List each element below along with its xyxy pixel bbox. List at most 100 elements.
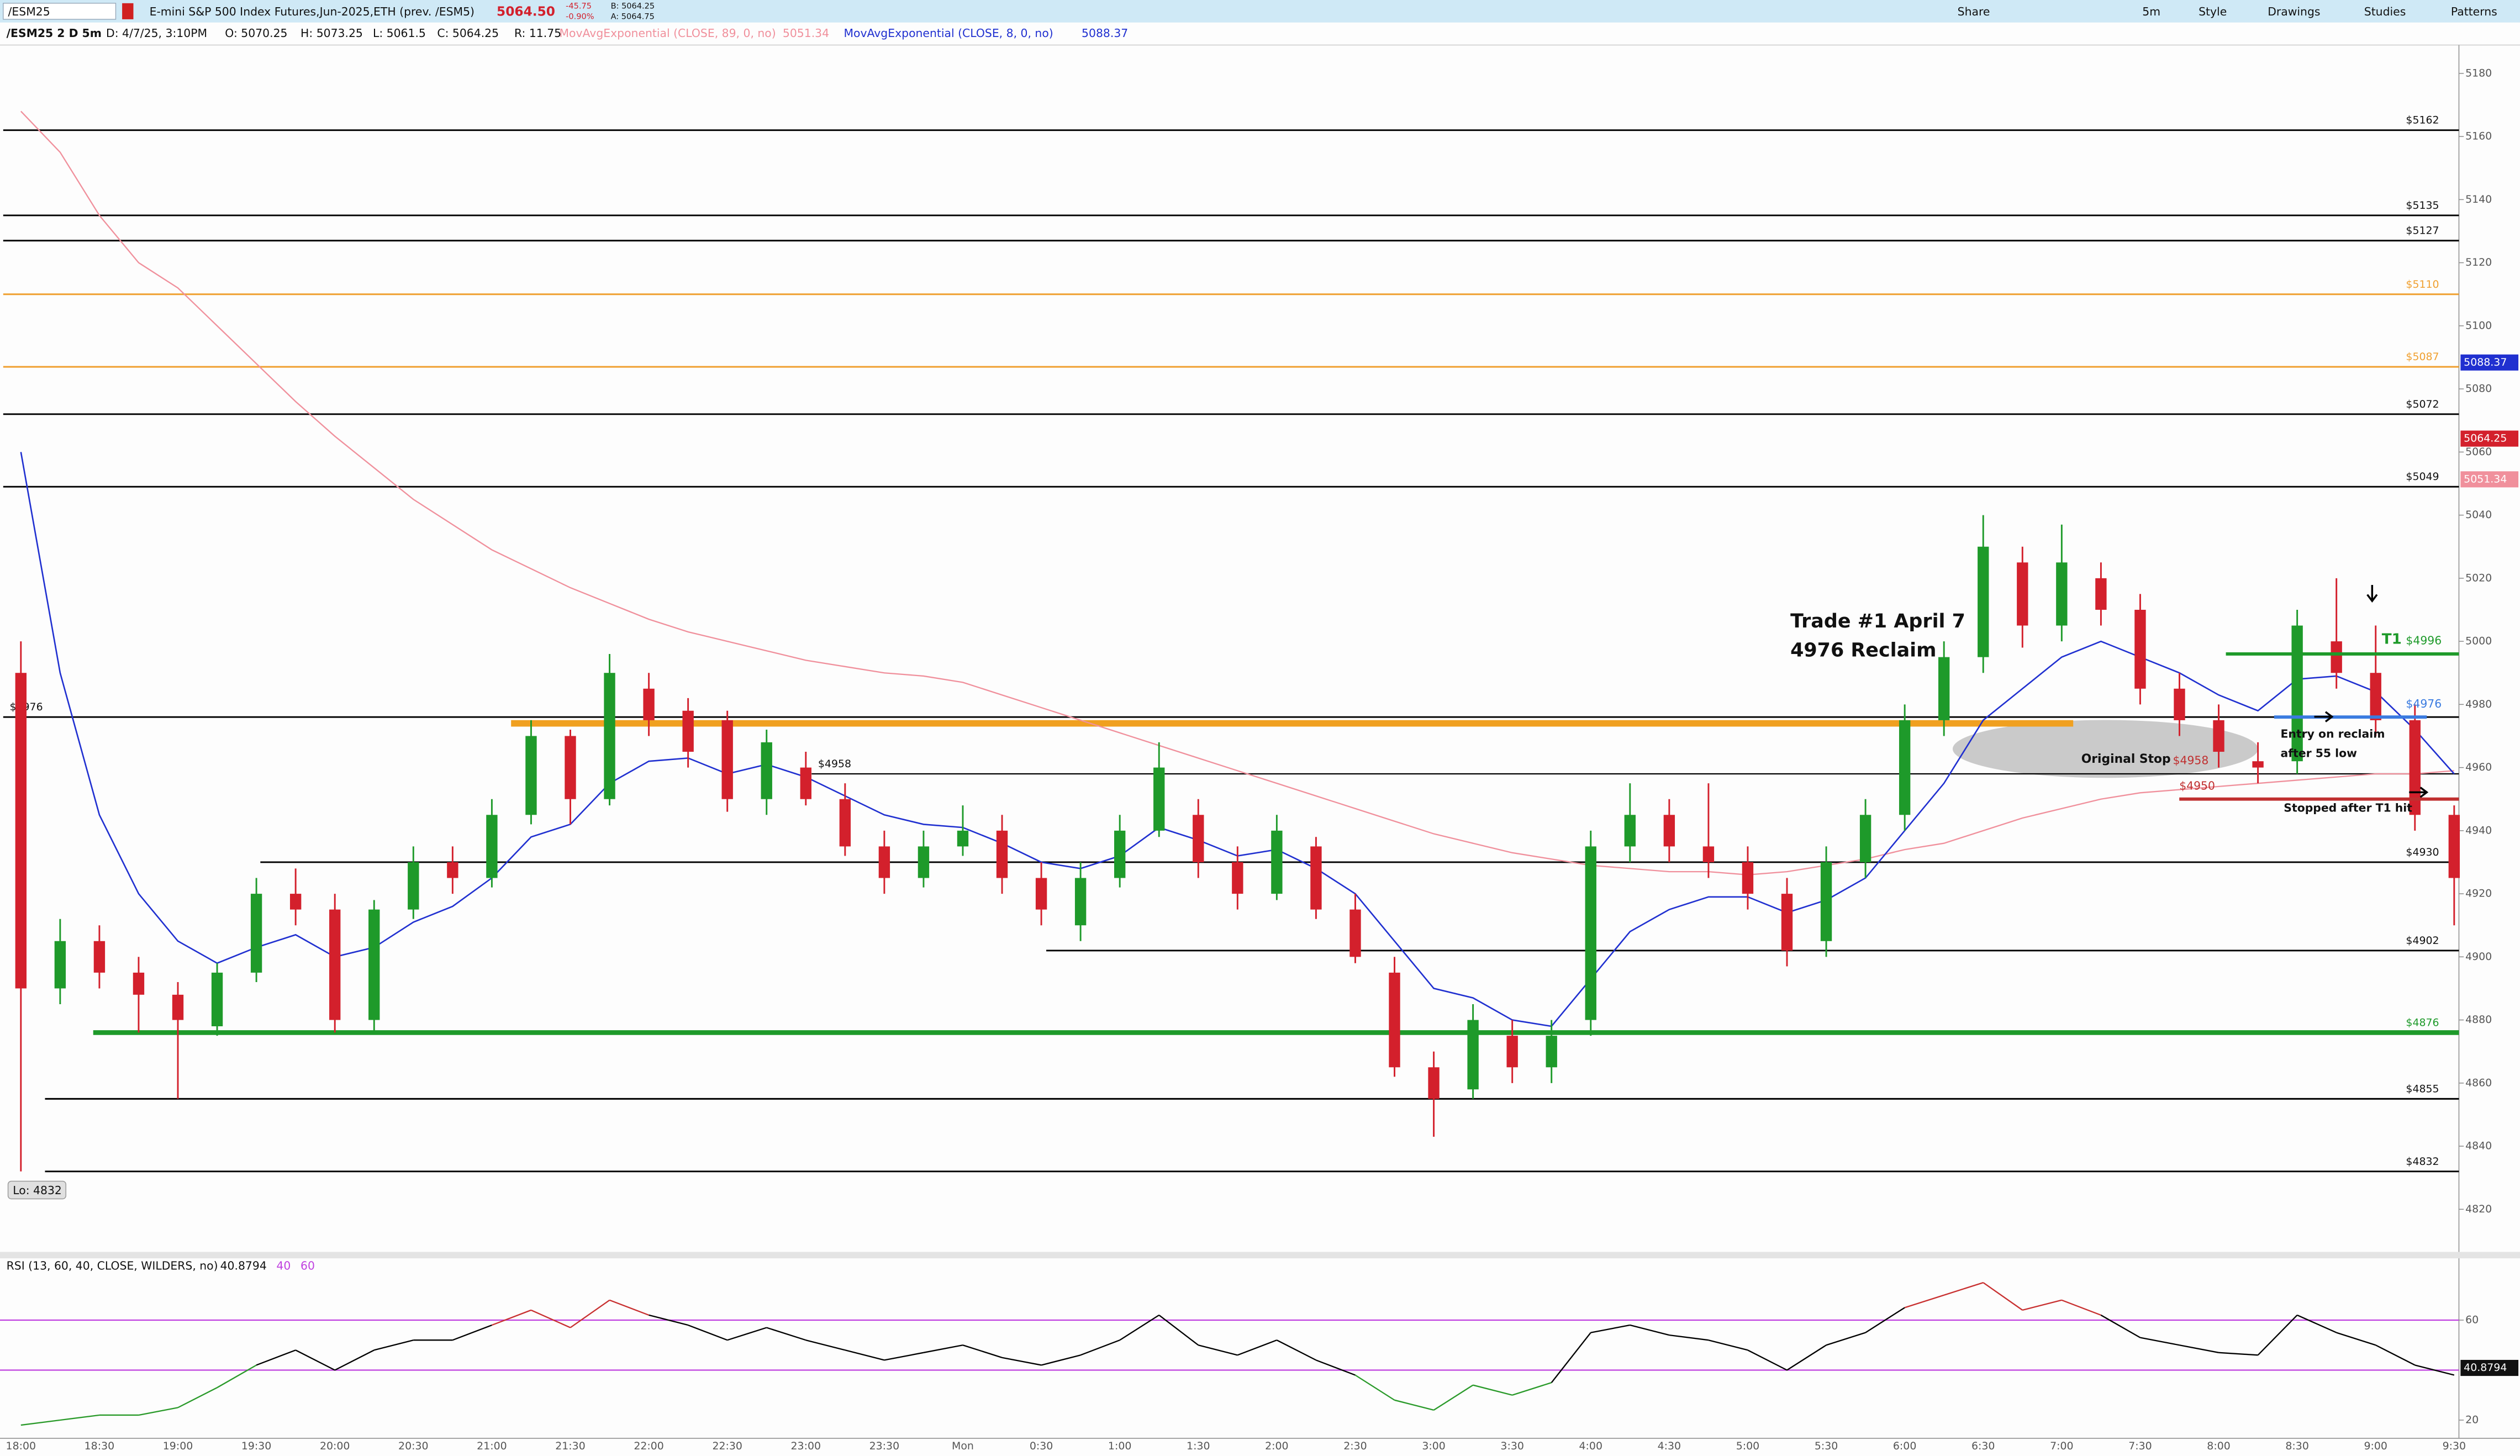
candle-body [368,909,380,1020]
x-tick-label: 4:00 [1579,1440,1602,1452]
rsi-segment [1786,1344,1827,1371]
chart-name: /ESM25 2 D 5m [7,27,102,40]
candle-body [1742,862,1754,894]
low-label: Lo: 4832 [13,1184,62,1197]
rsi-segment [2100,1314,2141,1338]
level-label: $5049 [2406,471,2439,483]
level-label: $4855 [2406,1083,2439,1095]
candle-body [996,830,1008,878]
candle-body [2017,562,2028,626]
candle-body [1820,862,1832,941]
level-label: $5110 [2406,278,2439,291]
rsi-segment [649,1314,688,1326]
rsi-segment [1080,1339,1120,1356]
x-tick-label: 19:30 [241,1440,271,1452]
y-tick-label: 4820 [2465,1203,2492,1215]
rsi-segment [1433,1384,1474,1411]
rsi-segment [1669,1334,1709,1341]
x-tick-label: 4:30 [1658,1440,1681,1452]
x-tick-label: 8:30 [2285,1440,2308,1452]
rsi-segment [1943,1281,1984,1296]
y-tick-label: 4940 [2465,824,2492,836]
rsi-segment [845,1349,885,1361]
y-tick-label: 5020 [2465,572,2492,584]
arrow [2409,787,2429,798]
x-tick-label: 0:30 [1030,1440,1053,1452]
candle-body [1899,720,1911,815]
rsi-segment [805,1339,846,1351]
candle-body [15,673,27,989]
rsi-segment [1551,1332,1591,1383]
y-tick-label: 4960 [2465,761,2492,773]
toolbar-button[interactable]: Patterns [2451,5,2497,18]
study-name[interactable]: MovAvgExponential (CLOSE, 8, 0, no) [843,27,1053,40]
rsi-segment [2375,1344,2416,1366]
symbol[interactable]: /ESM25 [8,5,50,18]
candle-body [565,736,576,799]
y-tick-label: 60 [2465,1313,2479,1326]
candle-body [604,673,615,799]
rsi-segment [2414,1364,2455,1376]
symbol-box[interactable] [3,3,117,20]
x-tick-label: 5:30 [1815,1440,1838,1452]
y-tick-label: 4860 [2465,1077,2492,1089]
trade-line-label: $4976 [2406,697,2442,710]
x-tick-label: 2:30 [1343,1440,1367,1452]
rsi-segment [373,1339,414,1351]
x-tick-label: 19:00 [163,1440,193,1452]
study-name[interactable]: MovAvgExponential (CLOSE, 89, 0, no) [559,27,776,40]
candle-body [918,846,930,878]
rsi-value: 40.8794 [220,1259,267,1273]
badge[interactable] [122,3,134,19]
candle-body [1702,846,1715,862]
x-tick-label: 5:00 [1736,1440,1759,1452]
toolbar-button[interactable]: Drawings [2268,5,2320,18]
candle-body [329,909,341,1020]
candle-body [682,710,694,752]
rsi-segment [2179,1344,2219,1353]
arrow [2314,711,2334,722]
toolbar-button[interactable]: 5m [2142,5,2160,18]
rsi-segment [1826,1332,1866,1346]
rsi-tag-label: 40.8794 [2464,1362,2507,1374]
rsi-segment [688,1324,728,1341]
x-tick-label: 6:00 [1893,1440,1916,1452]
rsi-segment [2297,1314,2337,1333]
candle-body [211,972,223,1027]
y-tick-label: 5080 [2465,383,2492,395]
x-tick-label: Mon [952,1440,974,1452]
x-tick-label: 2:00 [1265,1440,1288,1452]
candle-body [1114,830,1126,878]
rsi-segment [2257,1315,2298,1356]
y-tick-label: 4920 [2465,888,2492,900]
y-tick-label: 5040 [2465,509,2492,521]
rsi-segment [884,1352,924,1361]
level-label: $5072 [2406,398,2439,410]
y-tick-label: 5060 [2465,446,2492,458]
trade-line-name: T1 [2382,631,2402,647]
rsi-segment [2140,1337,2180,1346]
x-tick-label: 22:00 [634,1440,663,1452]
study-value: 5088.37 [1082,27,1128,40]
candle-body [2370,673,2381,720]
x-tick-label: 21:30 [555,1440,585,1452]
rsi-segment [295,1349,335,1371]
toolbar-button[interactable]: Share [1958,5,1990,18]
candle-body [1035,878,1047,910]
level-label: $4930 [2406,846,2439,858]
candle-body [2174,688,2185,720]
x-tick-label: 23:00 [791,1440,821,1452]
x-tick-label: 9:00 [2364,1440,2387,1452]
candle-body [289,894,302,910]
price-tag [2460,471,2519,488]
price-tag-label: 5088.37 [2464,356,2507,368]
toolbar-button[interactable]: Studies [2364,5,2406,18]
level-label: $5162 [2406,114,2439,126]
toolbar-button[interactable]: Style [2199,5,2227,18]
candle-body [1349,909,1361,957]
rsi-level: 60 [300,1259,315,1273]
rsi-segment [334,1349,375,1371]
candle-body [1546,1036,1557,1068]
candle-body [2134,609,2146,689]
price-tag [2460,430,2519,447]
